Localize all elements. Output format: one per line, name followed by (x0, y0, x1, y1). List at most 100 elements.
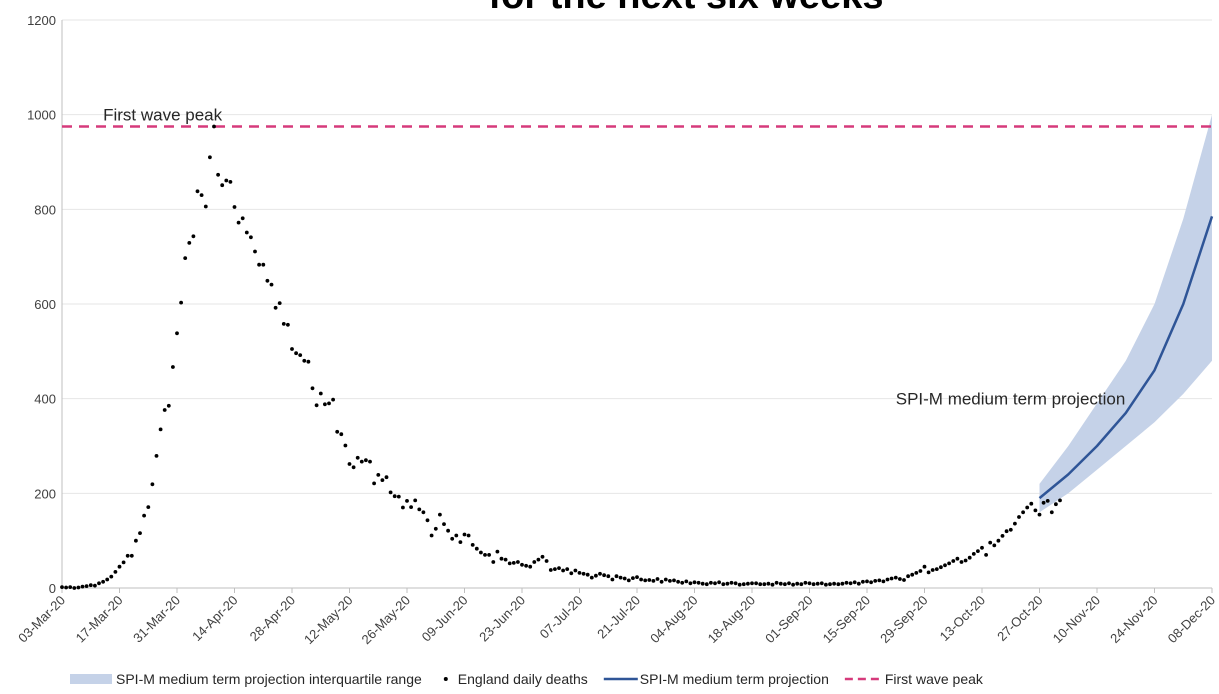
death-point (746, 581, 750, 586)
death-point (762, 582, 767, 587)
death-point (869, 580, 873, 585)
death-point (840, 581, 845, 586)
death-point (479, 550, 483, 555)
death-point (577, 571, 582, 575)
death-point (499, 556, 504, 561)
y-tick-label: 200 (34, 486, 56, 501)
legend-label: SPI-M medium term projection (640, 671, 829, 687)
y-tick-label: 400 (34, 392, 56, 407)
death-point (1017, 515, 1021, 519)
x-tick-label: 08-Dec-20 (1165, 593, 1219, 647)
death-point (704, 582, 709, 587)
death-point (179, 300, 184, 305)
chart-title: for the next six weeks (489, 0, 884, 17)
death-point (856, 581, 861, 586)
death-point (881, 579, 886, 584)
death-point (893, 575, 898, 580)
death-point (257, 262, 261, 267)
death-point (277, 301, 282, 305)
death-point (433, 526, 438, 531)
death-point (787, 581, 791, 586)
death-point (934, 567, 939, 571)
death-point (487, 553, 491, 557)
death-point (220, 183, 225, 188)
y-tick-label: 600 (34, 297, 56, 312)
death-point (750, 581, 754, 586)
death-point (963, 558, 968, 563)
death-point (1049, 510, 1054, 515)
death-point (1004, 529, 1009, 534)
death-point (261, 262, 266, 267)
death-point (117, 564, 122, 569)
death-point (1013, 521, 1017, 526)
death-point (610, 577, 615, 582)
projection-median-line (1038, 216, 1214, 500)
death-point (832, 581, 836, 586)
death-point (1029, 501, 1034, 506)
death-point (844, 580, 849, 585)
death-point (466, 533, 471, 538)
death-point (663, 577, 668, 582)
death-point (503, 557, 508, 562)
death-point (914, 571, 919, 575)
annotation-1: First wave peak (103, 106, 223, 125)
death-point (376, 473, 381, 477)
x-tick-label: 07-Jul-20 (537, 593, 586, 642)
death-point (68, 585, 73, 589)
death-point (306, 359, 311, 364)
death-point (898, 577, 902, 581)
death-point (524, 563, 528, 568)
death-point (97, 581, 101, 586)
death-point (865, 579, 869, 584)
death-point (980, 545, 984, 550)
death-point (754, 581, 758, 586)
death-point (540, 554, 545, 559)
death-point (417, 507, 422, 512)
death-point (770, 582, 775, 587)
death-point (1033, 508, 1038, 513)
death-point (80, 584, 85, 589)
death-point (606, 574, 611, 579)
death-point (60, 585, 64, 589)
death-point (1045, 499, 1050, 503)
death-point (101, 579, 105, 584)
death-point (799, 582, 804, 587)
death-point (824, 582, 828, 587)
death-point (93, 583, 97, 588)
death-point (134, 538, 138, 543)
death-point (926, 570, 931, 575)
death-point (171, 365, 175, 369)
death-point (105, 577, 110, 582)
death-point (922, 564, 927, 569)
death-point (72, 586, 77, 590)
death-point (984, 553, 988, 557)
death-point (343, 443, 348, 448)
death-point (614, 574, 619, 579)
legend-swatch-band (70, 674, 112, 684)
death-point (877, 578, 882, 583)
death-point (392, 494, 397, 499)
death-point (828, 582, 832, 587)
death-point (791, 582, 795, 587)
death-point (396, 494, 401, 499)
death-point (253, 249, 257, 254)
death-point (359, 459, 364, 464)
death-point (795, 581, 800, 586)
death-point (462, 532, 467, 537)
death-point (121, 560, 126, 565)
death-point (511, 561, 516, 565)
death-point (631, 576, 635, 580)
death-point (384, 475, 389, 480)
y-axis-tick-labels: 0 200 400 600 800 1000 1200 (27, 13, 56, 596)
death-point (273, 305, 278, 310)
death-point (166, 403, 171, 408)
x-tick-label: 23-Jun-20 (476, 593, 528, 645)
death-point (450, 536, 455, 541)
x-tick-label: 21-Jul-20 (594, 593, 643, 642)
death-point (183, 256, 188, 260)
death-point (548, 568, 553, 572)
death-point (692, 580, 697, 585)
death-point (581, 571, 586, 576)
death-point (676, 579, 680, 584)
annotation-2: SPI-M medium term projection (896, 390, 1126, 409)
